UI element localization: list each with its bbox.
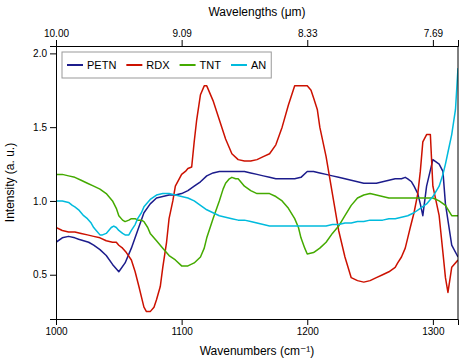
legend-swatch xyxy=(180,64,196,66)
tick-mark xyxy=(433,40,434,46)
legend: PETN RDX TNT AN xyxy=(62,52,271,78)
x2-axis: 10.00 9.09 8.33 7.69 xyxy=(44,28,459,47)
tick-label: 1100 xyxy=(171,326,193,337)
tick: 9.09 xyxy=(172,28,192,46)
tick-mark xyxy=(50,53,56,54)
tick-label: 1200 xyxy=(297,326,320,337)
lines xyxy=(56,68,458,311)
tick-mark xyxy=(307,40,308,46)
tick-mark xyxy=(433,319,434,325)
tick-label: 1300 xyxy=(422,326,445,337)
tick-mark xyxy=(182,40,183,46)
tick: 1.0 xyxy=(33,196,56,207)
tick-label: 10.00 xyxy=(44,28,69,39)
tick-mark xyxy=(50,127,56,128)
series-line xyxy=(56,160,458,272)
tick-label: 8.33 xyxy=(298,28,318,39)
x-axis-line xyxy=(57,320,459,326)
tick-label: 0.5 xyxy=(33,269,47,280)
tick: 1000 xyxy=(45,319,68,337)
tick-mark xyxy=(50,275,56,276)
tick-mark xyxy=(56,40,57,46)
chart: 1000 1100 1200 1300 0.5 1.0 1.5 2.0 10.00 9.09 8.3… xyxy=(0,0,474,363)
tick-mark xyxy=(307,319,308,325)
tick: 1300 xyxy=(422,319,445,337)
tick-label: 2.0 xyxy=(33,48,47,59)
tick: 1.5 xyxy=(33,122,56,133)
legend-swatch xyxy=(67,64,83,66)
x-axis-title: Wavenumbers (cm⁻¹) xyxy=(200,344,315,358)
tick-mark xyxy=(50,201,56,202)
legend-item: TNT xyxy=(180,59,222,71)
frame-right xyxy=(458,46,459,319)
tick-label: 7.69 xyxy=(424,28,444,39)
series-line xyxy=(56,174,458,265)
x2-axis-title: Wavelengths (μm) xyxy=(208,5,305,19)
x2-axis-line xyxy=(57,40,459,47)
tick-label: 9.09 xyxy=(172,28,192,39)
series-line xyxy=(56,86,458,312)
tick-mark xyxy=(182,319,183,325)
legend-item: AN xyxy=(231,59,266,71)
tick: 7.69 xyxy=(424,28,444,46)
legend-item: PETN xyxy=(67,59,116,71)
series-line xyxy=(56,68,458,235)
tick-label: 1.5 xyxy=(33,122,47,133)
legend-box xyxy=(62,52,271,78)
tick-label: 1000 xyxy=(45,326,68,337)
tick: 2.0 xyxy=(33,48,56,59)
x-axis: 1000 1100 1200 1300 xyxy=(45,319,458,337)
y-axis-line xyxy=(50,47,57,320)
tick: 1200 xyxy=(297,319,320,337)
tick: 0.5 xyxy=(33,269,56,280)
y-axis-title: Intensity (a. u.) xyxy=(3,143,17,222)
tick: 1100 xyxy=(171,319,193,337)
legend-label: PETN xyxy=(87,59,116,71)
plot: 1000 1100 1200 1300 0.5 1.0 1.5 2.0 10.00 9.09 8.3… xyxy=(3,5,459,358)
tick-label: 1.0 xyxy=(33,196,47,207)
tick: 8.33 xyxy=(298,28,318,46)
legend-item: RDX xyxy=(126,59,170,71)
legend-label: AN xyxy=(251,59,266,71)
legend-swatch xyxy=(231,64,247,66)
y-axis: 0.5 1.0 1.5 2.0 xyxy=(33,47,56,320)
legend-label: TNT xyxy=(200,59,222,71)
legend-label: RDX xyxy=(146,59,170,71)
legend-swatch xyxy=(126,64,142,66)
tick: 10.00 xyxy=(44,28,69,46)
